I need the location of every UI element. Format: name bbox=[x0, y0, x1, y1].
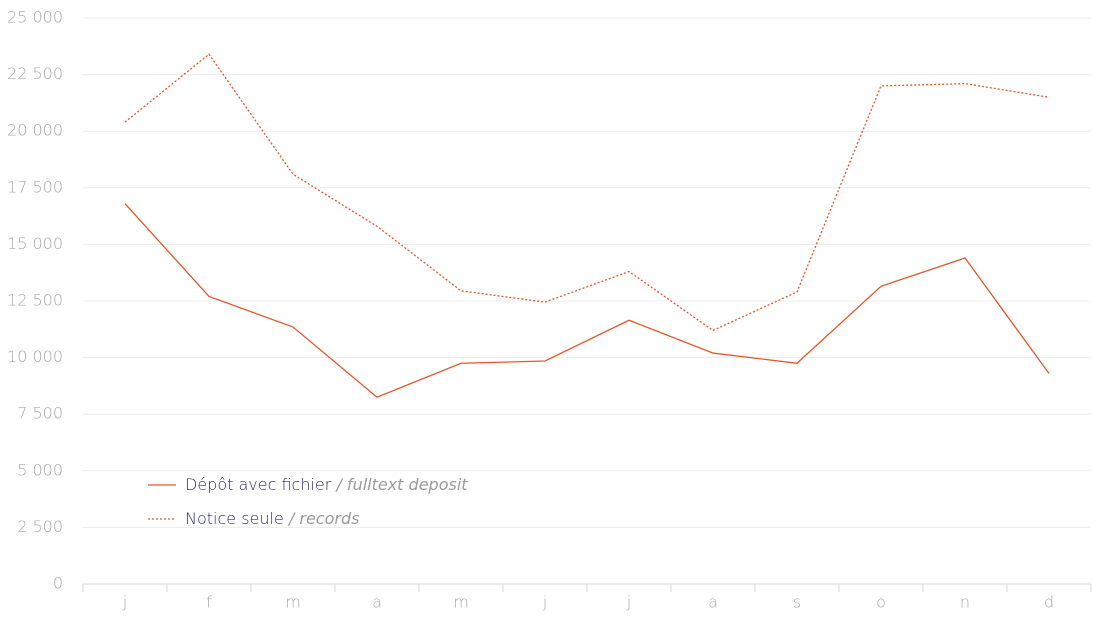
x-tick-label: n bbox=[960, 593, 970, 612]
x-tick-label: a bbox=[372, 593, 382, 612]
x-tick-label: j bbox=[122, 593, 127, 612]
y-tick-label: 25 000 bbox=[7, 8, 63, 27]
series-line bbox=[124, 203, 1050, 398]
legend-label: Dépôt avec fichier / fulltext deposit bbox=[185, 475, 468, 494]
y-tick-label: 22 500 bbox=[7, 64, 63, 83]
legend-subname: / records bbox=[287, 509, 360, 528]
y-tick-label: 12 500 bbox=[7, 291, 63, 310]
y-tick-label: 20 000 bbox=[7, 121, 63, 140]
x-tick-label: f bbox=[206, 593, 212, 612]
y-tick-label: 2 500 bbox=[17, 517, 63, 536]
x-tick-label: j bbox=[626, 593, 631, 612]
legend-name: Notice seule bbox=[185, 509, 284, 528]
series-line bbox=[124, 53, 1050, 332]
legend-label: Notice seule / records bbox=[185, 509, 359, 528]
legend-subname: / fulltext deposit bbox=[334, 475, 468, 494]
y-tick-label: 5 000 bbox=[17, 460, 63, 479]
y-tick-label: 17 500 bbox=[7, 177, 63, 196]
x-tick-label: d bbox=[1044, 593, 1054, 612]
x-tick-label: m bbox=[285, 593, 301, 612]
legend-name: Dépôt avec fichier bbox=[185, 475, 332, 494]
x-tick-label: a bbox=[708, 593, 718, 612]
x-tick-label: j bbox=[542, 593, 547, 612]
y-tick-label: 0 bbox=[53, 574, 63, 593]
y-tick-label: 10 000 bbox=[7, 347, 63, 366]
x-tick-label: o bbox=[876, 593, 886, 612]
x-tick-label: m bbox=[453, 593, 469, 612]
y-tick-label: 7 500 bbox=[17, 404, 63, 423]
y-tick-label: 15 000 bbox=[7, 234, 63, 253]
x-tick-label: s bbox=[793, 593, 801, 612]
